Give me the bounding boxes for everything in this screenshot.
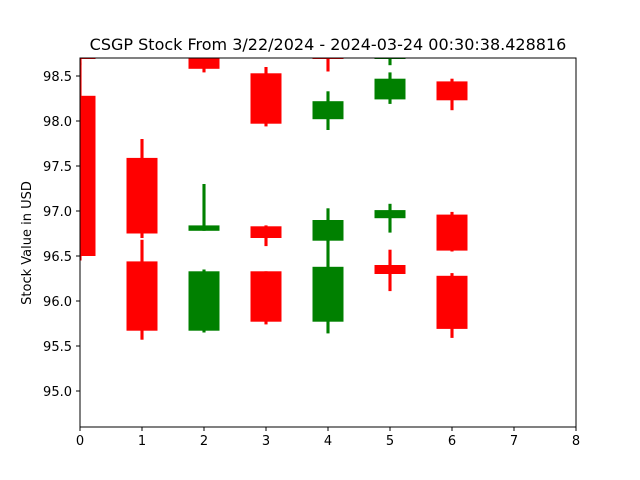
y-tick-label: 97.0 <box>43 205 72 220</box>
candle-wick <box>80 58 82 66</box>
candle-14 <box>374 72 406 104</box>
y-tick-label: 96.0 <box>43 295 72 310</box>
candle-body <box>80 95 96 256</box>
candle-wick <box>326 58 330 72</box>
candle-body <box>126 261 158 331</box>
x-tick-label: 6 <box>448 434 456 449</box>
candles-layer <box>80 58 468 340</box>
x-tick-label: 8 <box>572 434 580 449</box>
candle-19 <box>436 211 468 252</box>
candle-17 <box>374 58 406 66</box>
candle-16 <box>374 249 406 292</box>
candle-body <box>374 265 406 274</box>
candle-body <box>374 210 406 219</box>
candle-body <box>436 214 468 251</box>
candle-body <box>312 220 344 241</box>
candle-15 <box>374 203 406 233</box>
candle-20 <box>436 273 468 338</box>
candle-7 <box>250 67 282 127</box>
candle-body <box>188 225 220 231</box>
y-tick-label: 98.0 <box>43 115 72 130</box>
candle-0 <box>80 62 96 261</box>
y-tick-label: 97.5 <box>43 160 72 175</box>
y-tick-label: 98.5 <box>43 70 72 85</box>
x-tick-label: 3 <box>262 434 270 449</box>
x-tick-label: 0 <box>76 434 84 449</box>
candle-body <box>250 73 282 124</box>
candle-body <box>250 271 282 322</box>
candle-4 <box>188 184 220 231</box>
candle-9 <box>250 271 282 325</box>
candle-3 <box>126 239 158 340</box>
candle-body <box>312 266 344 322</box>
candle-body <box>312 101 344 120</box>
x-tick-label: 2 <box>200 434 208 449</box>
candle-body <box>436 275 468 329</box>
candle-2 <box>126 139 158 238</box>
x-tick-label: 7 <box>510 434 518 449</box>
candle-10 <box>312 91 344 130</box>
candle-body <box>188 58 220 69</box>
candle-body <box>126 157 158 234</box>
candle-11 <box>312 208 344 242</box>
candle-wick <box>388 58 392 66</box>
x-tick-label: 4 <box>324 434 332 449</box>
candle-body <box>436 81 468 101</box>
x-tick-label: 1 <box>138 434 146 449</box>
candle-13 <box>312 58 344 72</box>
y-tick-label: 96.5 <box>43 250 72 265</box>
y-axis-label: Stock Value in USD <box>20 181 35 305</box>
y-axis-ticks: 95.0 95.5 96.0 96.5 97.0 97.5 98.0 98.5 <box>43 70 80 400</box>
y-tick-label: 95.0 <box>43 385 72 400</box>
candle-12 <box>312 240 344 334</box>
candle-body <box>250 226 282 238</box>
candle-18 <box>436 78 468 111</box>
plot-frame <box>79 57 577 428</box>
x-axis-ticks: 0 1 2 3 4 5 6 7 8 <box>76 427 580 449</box>
candle-5 <box>188 269 220 333</box>
candle-6 <box>188 58 220 73</box>
y-tick-label: 95.5 <box>43 340 72 355</box>
chart-title: CSGP Stock From 3/22/2024 - 2024-03-24 0… <box>90 35 567 54</box>
candle-body <box>188 271 220 331</box>
candle-body <box>374 78 406 100</box>
candle-8 <box>250 225 282 247</box>
candle-wick <box>202 184 206 231</box>
x-tick-label: 5 <box>386 434 394 449</box>
